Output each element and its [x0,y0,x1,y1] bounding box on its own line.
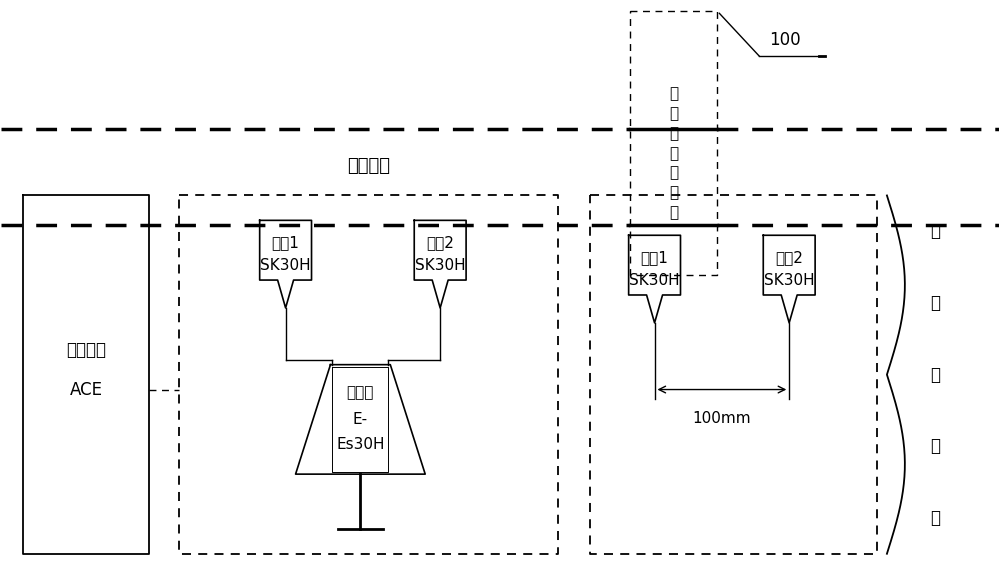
Text: E-: E- [353,412,368,427]
Text: Es30H: Es30H [336,437,385,452]
Text: 扩
展
激
光
对
射
仪: 扩 展 激 光 对 射 仪 [669,86,678,220]
Text: 室内装置: 室内装置 [66,340,106,359]
Text: 磁头1: 磁头1 [641,250,669,264]
Text: 100: 100 [769,31,801,49]
Text: 计: 计 [930,366,940,384]
Text: 室外装置: 室外装置 [347,157,390,174]
Text: 有: 有 [930,294,940,312]
Text: SK30H: SK30H [629,273,680,288]
Text: SK30H: SK30H [764,273,815,288]
Text: 磁头2: 磁头2 [426,235,454,250]
Text: 100mm: 100mm [693,411,751,426]
Text: 电子盒: 电子盒 [347,385,374,400]
Text: SK30H: SK30H [260,257,311,273]
Text: SK30H: SK30H [415,257,465,273]
Text: ACE: ACE [70,380,103,398]
Text: 磁头1: 磁头1 [272,235,300,250]
Text: 轴: 轴 [930,437,940,455]
Text: 磁头2: 磁头2 [775,250,803,264]
Text: 器: 器 [930,509,940,527]
Text: 现: 现 [930,222,940,240]
